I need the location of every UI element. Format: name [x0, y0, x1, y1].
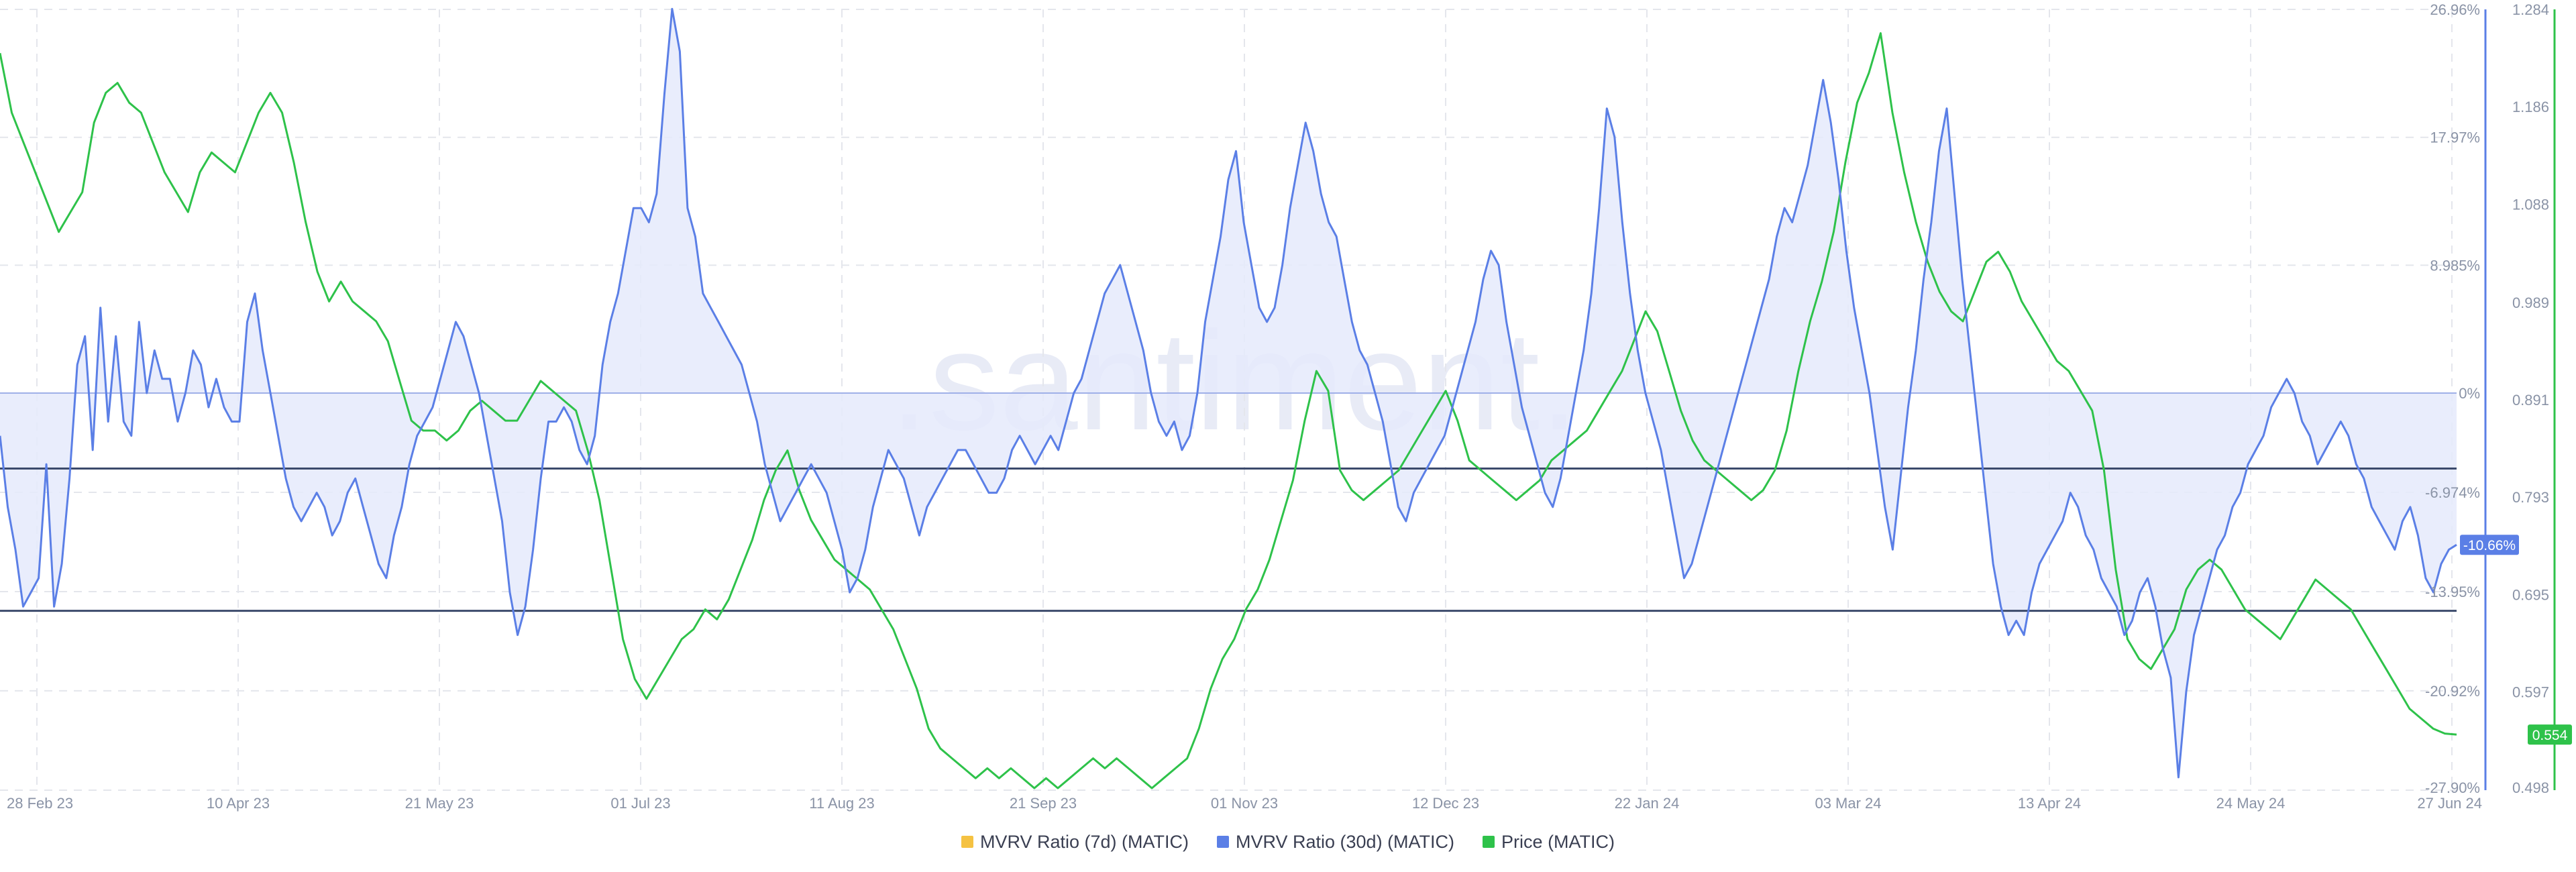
- x-tick-label: 21 Sep 23: [1010, 795, 1077, 812]
- x-tick-label: 13 Apr 24: [2018, 795, 2081, 812]
- y-left-tick-label: -6.974%: [2425, 484, 2480, 501]
- x-tick-label: 28 Feb 23: [7, 795, 73, 812]
- series-lines: [0, 7, 2457, 789]
- y-left-tick-label: 8.985%: [2430, 257, 2480, 274]
- price-current-value: 0.554: [2532, 728, 2568, 743]
- price-current-badge: [2528, 724, 2572, 745]
- y-left-tick-label: 26.96%: [2430, 1, 2480, 18]
- value-badges: -10.66% 0.554: [2460, 535, 2572, 745]
- y-right-tick-label: 0.597: [2512, 684, 2549, 700]
- y-right-tick-label: 0.793: [2512, 489, 2549, 506]
- y-left-tick-label: 17.97%: [2430, 129, 2480, 146]
- legend-label-mvrv-7d: MVRV Ratio (7d) (MATIC): [979, 831, 1189, 852]
- price-line: [0, 32, 2457, 789]
- legend-swatch-mvrv-7d: [961, 836, 973, 848]
- x-tick-label: 10 Apr 23: [207, 795, 270, 812]
- x-tick-label: 22 Jan 24: [1615, 795, 1680, 812]
- legend: MVRV Ratio (7d) (MATIC) MVRV Ratio (30d)…: [0, 828, 2576, 855]
- y-right-tick-label: 0.695: [2512, 586, 2549, 603]
- legend-item-price[interactable]: Price (MATIC): [1483, 832, 1615, 853]
- mvrv-current-value: -10.66%: [2463, 538, 2516, 553]
- y-right-tick-label: 0.498: [2512, 779, 2549, 796]
- legend-swatch-mvrv-30d: [1216, 836, 1229, 848]
- y-left-tick-label: -27.90%: [2425, 779, 2480, 796]
- legend-item-mvrv-7d[interactable]: MVRV Ratio (7d) (MATIC): [961, 832, 1189, 853]
- y-right-tick-label: 1.088: [2512, 196, 2549, 213]
- y-right-tick-label: 0.989: [2512, 294, 2549, 311]
- legend-swatch-price: [1483, 836, 1495, 848]
- legend-label-price: Price (MATIC): [1501, 831, 1615, 852]
- mvrv-30d-line: [0, 7, 2457, 779]
- y-left-tick-label: 0%: [2459, 385, 2480, 402]
- x-tick-label: 03 Mar 24: [1815, 795, 1881, 812]
- y-left-tick-label: -20.92%: [2425, 683, 2480, 700]
- tick-labels: 26.96% 17.97% 8.985% 0% -6.974% -13.95% -20.92…: [7, 1, 2549, 812]
- x-tick-label: 27 Jun 24: [2417, 795, 2482, 812]
- x-tick-label: 01 Nov 23: [1211, 795, 1278, 812]
- x-tick-label: 24 May 24: [2216, 795, 2286, 812]
- y-right-tick-label: 0.891: [2512, 392, 2549, 408]
- x-tick-label: 21 May 23: [405, 795, 474, 812]
- legend-item-mvrv-30d[interactable]: MVRV Ratio (30d) (MATIC): [1216, 831, 1455, 853]
- mvrv-current-badge: [2460, 535, 2519, 555]
- legend-label-mvrv-30d: MVRV Ratio (30d) (MATIC): [1235, 831, 1455, 852]
- x-tick-label: 01 Jul 23: [610, 795, 670, 812]
- y-right-tick-label: 1.284: [2512, 1, 2549, 18]
- y-right-tick-label: 1.186: [2512, 99, 2549, 115]
- x-tick-label: 12 Dec 23: [1412, 795, 1479, 812]
- y-left-tick-label: -13.95%: [2425, 584, 2480, 600]
- x-tick-label: 11 Aug 23: [809, 795, 874, 812]
- axes: [2484, 9, 2556, 790]
